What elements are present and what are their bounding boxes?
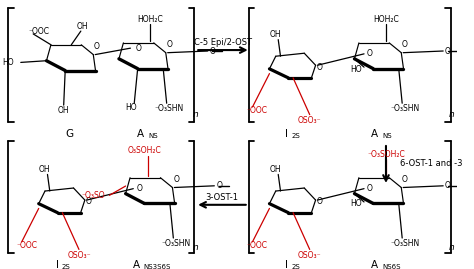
Text: OH: OH [58,106,70,115]
Text: OH: OH [270,30,281,39]
Text: n: n [192,243,198,252]
Text: O: O [173,175,179,184]
Text: ⁻OOC: ⁻OOC [247,241,268,250]
Text: 3-OST-1: 3-OST-1 [205,193,238,202]
Text: n: n [192,110,198,119]
Text: O: O [402,40,408,49]
Text: O: O [135,44,141,53]
Text: NS6S: NS6S [382,264,401,269]
Text: O: O [445,47,451,55]
Text: HO: HO [126,104,137,112]
Text: ⁻OOC: ⁻OOC [16,241,37,250]
Text: O: O [316,197,322,206]
Text: OH: OH [77,22,89,31]
Text: I: I [285,129,288,139]
Text: C-5 Epi/2-OST: C-5 Epi/2-OST [194,38,252,47]
Text: HO: HO [350,199,362,208]
Text: ⁻O₃SHN: ⁻O₃SHN [155,104,184,114]
Text: n: n [449,243,455,252]
Text: HO: HO [2,58,14,67]
Text: NS: NS [382,133,392,139]
Text: O: O [210,47,216,55]
Text: O: O [136,184,142,193]
Text: ⁻O₃SHN: ⁻O₃SHN [162,239,191,248]
Text: ⁻O₃SO: ⁻O₃SO [81,191,105,200]
Text: ⁻O₃SHN: ⁻O₃SHN [391,239,419,248]
Text: O: O [402,175,408,184]
Text: O: O [85,197,91,206]
Text: O₃SOH₂C: O₃SOH₂C [128,146,162,155]
Text: HOH₂C: HOH₂C [137,15,164,24]
Text: NS: NS [148,133,158,139]
Text: O: O [216,181,222,190]
Text: 2S: 2S [292,133,301,139]
Text: O: O [166,40,173,49]
Text: NS3S6S: NS3S6S [144,264,171,269]
Text: A: A [371,260,378,269]
Text: ⁻O₃SHN: ⁻O₃SHN [391,104,419,114]
Text: 6-OST-1 and -3: 6-OST-1 and -3 [400,160,463,168]
Text: OSO₃⁻: OSO₃⁻ [298,116,321,125]
Text: 2S: 2S [292,264,301,269]
Text: OSO₃⁻: OSO₃⁻ [67,251,91,260]
Text: O: O [367,184,373,193]
Text: 2S: 2S [62,264,71,269]
Text: O: O [94,42,100,51]
Text: I: I [285,260,288,269]
Text: HOH₂C: HOH₂C [373,15,399,24]
Text: HO: HO [350,65,362,73]
Text: O: O [367,49,373,58]
Text: n: n [449,110,455,119]
Text: G: G [65,129,73,139]
Text: O: O [316,63,322,72]
Text: A: A [133,260,140,269]
Text: OH: OH [39,165,50,174]
Text: ⁻OOC: ⁻OOC [28,27,49,36]
Text: OSO₃⁻: OSO₃⁻ [298,251,321,260]
Text: A: A [137,129,145,139]
Text: ⁻O₃SOH₂C: ⁻O₃SOH₂C [367,150,405,159]
Text: ⁻OOC: ⁻OOC [247,106,268,115]
Text: I: I [55,260,58,269]
Text: OH: OH [270,165,281,174]
Text: A: A [371,129,378,139]
Text: O: O [445,181,451,190]
